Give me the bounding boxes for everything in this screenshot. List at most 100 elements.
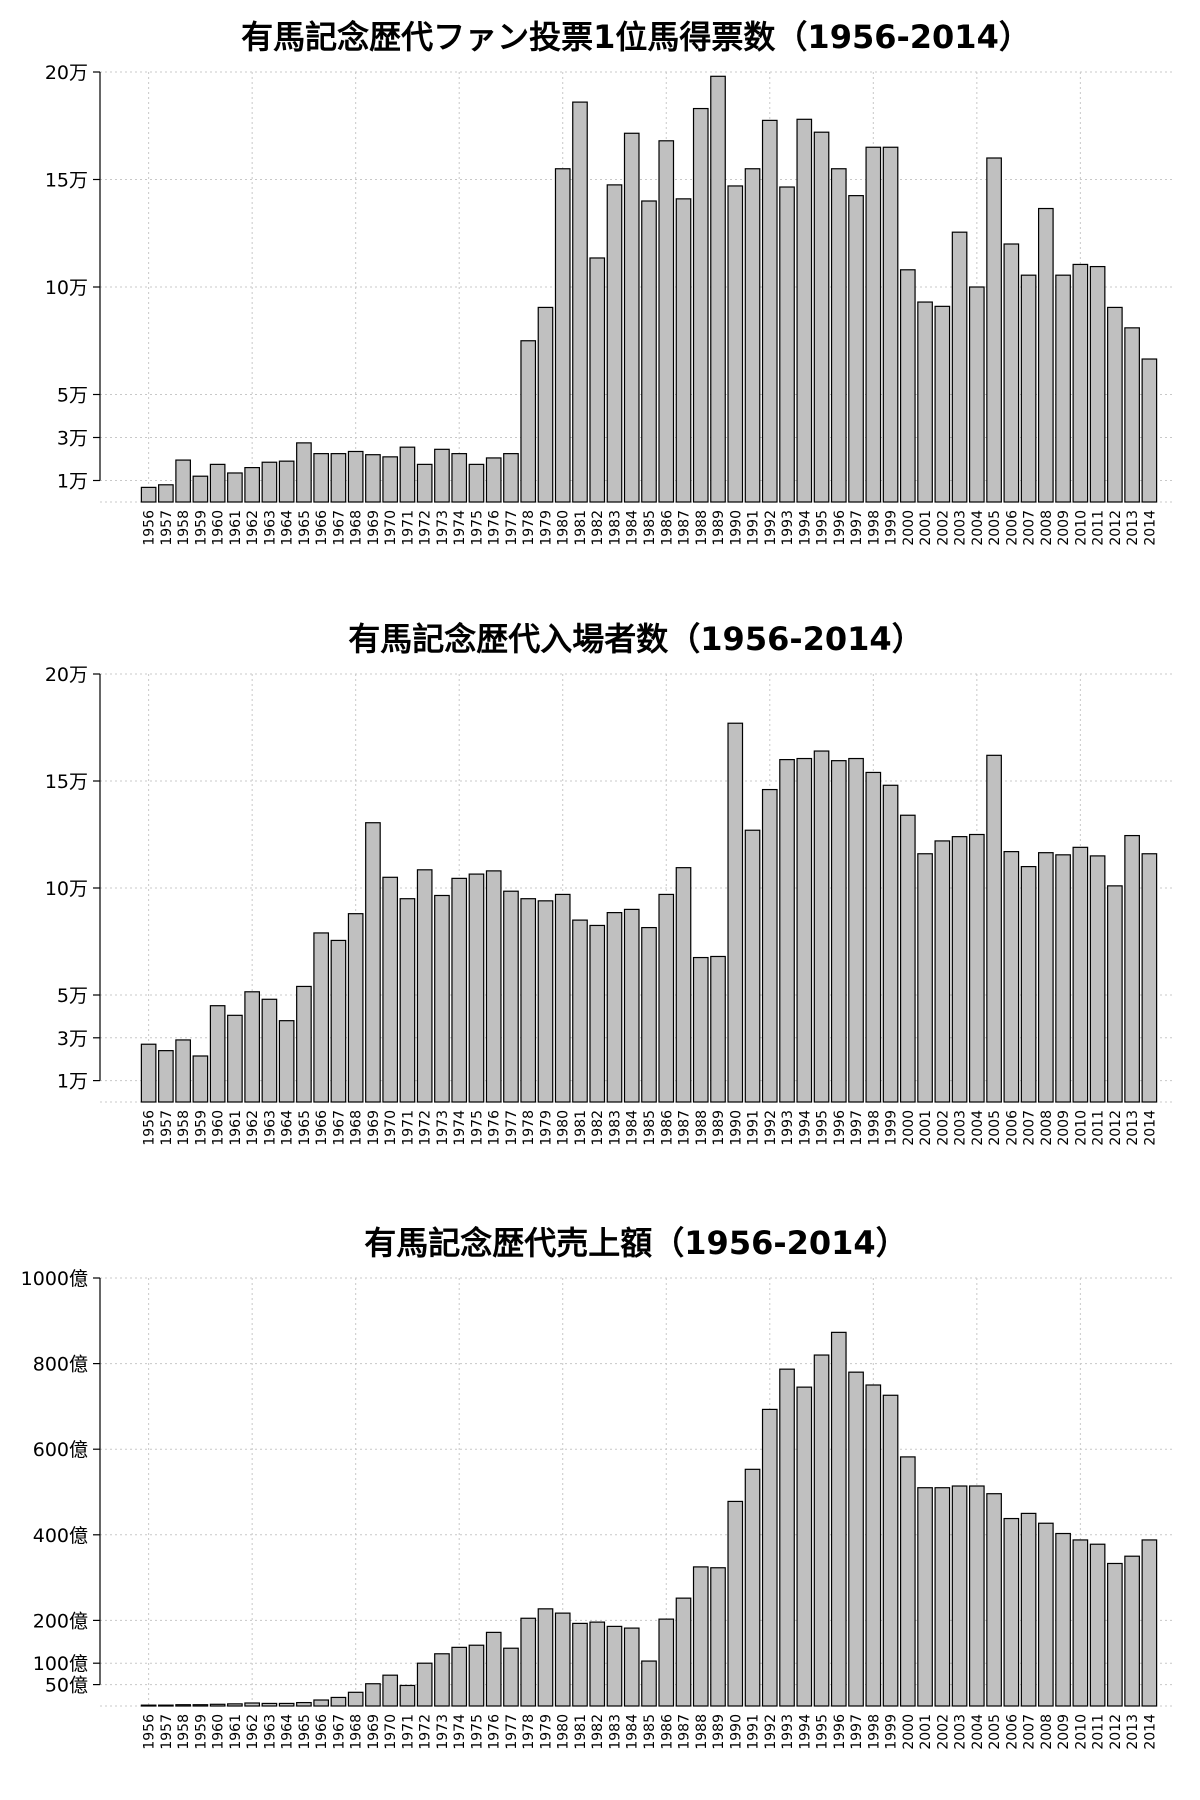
x-tick-label: 2014 — [1142, 510, 1158, 546]
x-tick-label: 1959 — [193, 1110, 209, 1146]
bar-1990 — [727, 722, 744, 1103]
bar-1982 — [589, 1621, 606, 1707]
bar-1980 — [554, 1612, 571, 1707]
bar-1987 — [675, 198, 692, 503]
x-tick-label: 1972 — [418, 1110, 434, 1146]
x-tick-label: 2002 — [935, 1714, 951, 1750]
bar-1992 — [761, 119, 778, 503]
bar-1957 — [158, 1050, 174, 1103]
bar-1965 — [296, 985, 312, 1103]
bar-1995 — [813, 750, 830, 1103]
y-tick-label: 400億 — [33, 1525, 88, 1547]
x-tick-label: 1971 — [400, 510, 416, 546]
bar-2004 — [968, 286, 985, 503]
bar-2003 — [951, 231, 968, 503]
x-tick-label: 2008 — [1039, 510, 1055, 546]
x-tick-label: 1966 — [314, 510, 330, 546]
bar-1987 — [675, 1597, 692, 1707]
bar-1966 — [313, 453, 330, 503]
bar-2005 — [986, 157, 1002, 503]
x-tick-label: 1980 — [556, 1110, 572, 1146]
bar-1966 — [313, 1699, 330, 1707]
x-tick-label: 1976 — [487, 1714, 503, 1750]
x-tick-label: 1998 — [866, 1110, 882, 1146]
bar-1990 — [727, 185, 744, 503]
bar-1997 — [848, 1371, 864, 1707]
bar-1977 — [503, 890, 519, 1103]
bar-2013 — [1124, 1555, 1140, 1707]
bar-1998 — [865, 1384, 882, 1707]
bar-2001 — [917, 1487, 933, 1707]
bar-1970 — [382, 456, 399, 503]
y-tick-label: 1000億 — [21, 1268, 88, 1290]
y-tick-label: 10万 — [45, 878, 88, 900]
bar-2003 — [951, 1485, 968, 1707]
x-tick-label: 1961 — [228, 1714, 244, 1750]
x-tick-label: 2001 — [918, 1110, 934, 1146]
bar-1999 — [882, 146, 899, 503]
x-tick-label: 1964 — [280, 1110, 296, 1146]
bar-1959 — [192, 1055, 209, 1103]
x-tick-label: 2011 — [1091, 510, 1107, 546]
bar-1992 — [761, 1408, 778, 1707]
y-tick-label: 200億 — [33, 1610, 88, 1632]
x-tick-label: 1987 — [677, 1110, 693, 1146]
bar-1989 — [710, 75, 726, 503]
x-tick-label: 1977 — [504, 1110, 520, 1146]
x-tick-label: 1957 — [159, 1110, 175, 1146]
bar-1973 — [434, 1653, 450, 1707]
x-tick-label: 1963 — [262, 1714, 278, 1750]
bar-2012 — [1107, 885, 1123, 1103]
bar-1971 — [399, 898, 416, 1103]
bar-1971 — [399, 1684, 416, 1707]
bar-1974 — [451, 877, 468, 1103]
bar-1989 — [710, 1567, 726, 1707]
bar-1972 — [416, 1662, 433, 1707]
bar-2012 — [1107, 1562, 1123, 1707]
bar-1989 — [710, 955, 726, 1103]
x-tick-label: 1997 — [849, 1714, 865, 1750]
bar-1990 — [727, 1500, 744, 1707]
x-tick-label: 1990 — [728, 510, 744, 546]
x-tick-label: 1993 — [780, 1714, 796, 1750]
x-tick-label: 1990 — [728, 1714, 744, 1750]
x-tick-label: 2005 — [987, 1110, 1003, 1146]
bar-1984 — [623, 1627, 640, 1707]
y-tick-label: 15万 — [45, 170, 88, 192]
x-tick-label: 1999 — [884, 510, 900, 546]
bar-1986 — [658, 1618, 675, 1707]
bar-1978 — [520, 340, 537, 503]
x-tick-label: 1983 — [607, 510, 623, 546]
x-tick-label: 1997 — [849, 510, 865, 546]
y-tick-label: 10万 — [45, 277, 88, 299]
x-tick-label: 1986 — [659, 1110, 675, 1146]
x-tick-label: 1998 — [866, 510, 882, 546]
x-tick-label: 2002 — [935, 510, 951, 546]
x-axis: 1956 1957 1958 1959 1960 1961 1962 1963 1964 1965… — [142, 1714, 1159, 1750]
bar-1958 — [175, 1704, 191, 1707]
x-tick-label: 1991 — [746, 510, 762, 546]
y-tick-label: 800億 — [33, 1354, 88, 1376]
x-tick-label: 1991 — [746, 1110, 762, 1146]
x-tick-label: 1960 — [211, 1110, 227, 1146]
bar-1974 — [451, 453, 468, 503]
bar-2011 — [1089, 1543, 1106, 1707]
x-tick-label: 1985 — [642, 510, 658, 546]
bar-1956 — [140, 486, 157, 503]
x-tick-label: 1984 — [625, 510, 641, 546]
bar-1958 — [175, 459, 191, 503]
bar-2011 — [1089, 855, 1106, 1103]
bar-1967 — [330, 453, 347, 503]
x-tick-label: 1971 — [400, 1714, 416, 1750]
x-tick-label: 2009 — [1056, 1714, 1072, 1750]
x-tick-label: 1981 — [573, 1110, 589, 1146]
x-tick-label: 2014 — [1142, 1110, 1158, 1146]
x-tick-label: 1971 — [400, 1110, 416, 1146]
bar-1996 — [830, 1331, 847, 1707]
bar-1972 — [416, 869, 433, 1103]
x-tick-label: 1977 — [504, 1714, 520, 1750]
x-tick-label: 1979 — [538, 510, 554, 546]
bar-2007 — [1020, 1512, 1037, 1707]
